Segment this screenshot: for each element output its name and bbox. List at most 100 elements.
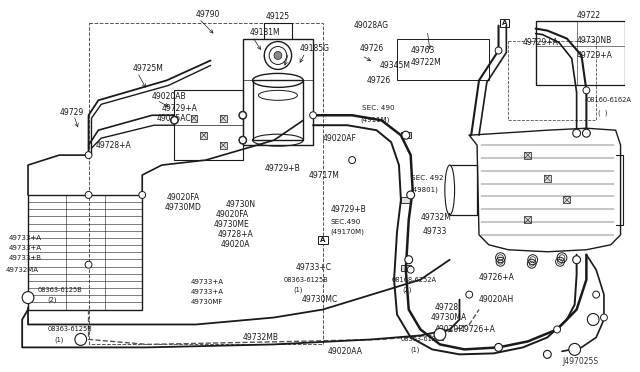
Text: 49729+A: 49729+A [523,38,559,47]
Bar [88,23,323,344]
Text: (49170M): (49170M) [331,228,365,235]
Text: 08363-6125B: 08363-6125B [47,327,92,333]
Circle shape [402,131,410,139]
Text: 49732MB: 49732MB [243,333,279,342]
Text: 49729+B: 49729+B [264,164,300,173]
Circle shape [405,256,413,264]
Text: (1): (1) [294,286,303,293]
Text: 49181M: 49181M [250,28,280,37]
Circle shape [588,314,599,326]
Text: 49728+A: 49728+A [218,230,253,239]
Text: 49020AF: 49020AF [323,134,356,143]
Text: (1): (1) [411,346,420,353]
Bar [524,217,531,223]
Circle shape [239,111,246,119]
Circle shape [274,51,282,60]
Text: 49728+A: 49728+A [95,141,131,150]
Text: SEC. 492: SEC. 492 [411,175,444,181]
Circle shape [466,291,473,298]
Text: 49730NB: 49730NB [577,36,612,45]
Text: 49020A: 49020A [220,240,250,249]
Text: 49726+A: 49726+A [460,325,495,334]
Text: SEC. 490: SEC. 490 [362,105,394,111]
Text: (49801): (49801) [411,187,438,193]
Circle shape [600,314,607,321]
Circle shape [239,137,246,144]
Text: 49020FA: 49020FA [166,193,200,202]
Text: 49726: 49726 [367,76,391,85]
Text: 49020FA: 49020FA [216,211,248,219]
Bar [191,115,197,122]
Bar [536,20,625,86]
Text: J497025S: J497025S [562,357,598,366]
Text: (2): (2) [403,286,412,293]
Bar [401,265,411,271]
Text: 49020AA: 49020AA [328,347,363,356]
Circle shape [495,344,502,351]
Circle shape [85,261,92,268]
Circle shape [171,117,178,124]
Text: 49729+A: 49729+A [162,104,198,113]
Bar [499,19,509,26]
Text: 49733+A: 49733+A [8,235,42,241]
Text: A: A [502,20,507,26]
Bar [253,80,303,140]
Circle shape [593,291,600,298]
Text: 49020F: 49020F [435,325,464,334]
Circle shape [139,192,146,198]
Bar [401,132,411,138]
Circle shape [583,87,590,94]
Circle shape [495,47,502,54]
Circle shape [582,129,590,137]
Text: 08363-6125B: 08363-6125B [284,277,328,283]
Circle shape [22,292,34,304]
Text: 49125: 49125 [265,12,289,21]
Text: 49726: 49726 [360,44,384,53]
Circle shape [569,343,580,355]
Text: S: S [573,347,577,352]
Circle shape [75,333,86,346]
Text: 49726+A: 49726+A [479,273,515,282]
Text: 49732MA: 49732MA [6,267,38,273]
Circle shape [407,192,414,198]
Text: 49730N: 49730N [225,201,255,209]
Bar [563,196,570,203]
Text: S: S [26,295,30,300]
Circle shape [85,192,92,198]
Text: 08168-6252A: 08168-6252A [391,277,436,283]
Text: 49345M: 49345M [380,61,410,70]
Text: 08363-6125B: 08363-6125B [401,336,445,342]
Bar [401,197,411,203]
Circle shape [310,112,316,119]
Text: S: S [591,317,595,322]
Text: 49020AH: 49020AH [479,295,515,304]
Text: 08160-6162A: 08160-6162A [586,97,631,103]
Text: SEC.490: SEC.490 [331,219,361,225]
Text: (4911M): (4911M) [360,116,389,122]
Circle shape [573,129,580,137]
Circle shape [170,116,179,124]
Bar [318,236,328,244]
Circle shape [349,157,356,164]
Text: 49730MC: 49730MC [301,295,337,304]
Text: 49722M: 49722M [411,58,442,67]
Circle shape [407,191,415,199]
Text: (2): (2) [47,296,57,303]
Text: 49028AG: 49028AG [354,21,389,30]
Text: 49730MA: 49730MA [430,313,467,322]
Text: 49729: 49729 [60,108,83,117]
Text: 08363-6125B: 08363-6125B [38,286,83,293]
Circle shape [407,266,414,273]
Circle shape [573,256,580,264]
Text: (1): (1) [54,336,64,343]
Circle shape [239,112,246,119]
Text: 49717M: 49717M [308,170,339,180]
Text: A: A [320,237,326,243]
Circle shape [85,152,92,158]
Circle shape [495,343,502,352]
Text: (  ): ( ) [598,109,607,116]
Circle shape [239,136,246,144]
Text: 49020AB: 49020AB [152,92,187,101]
Text: 49733+B: 49733+B [8,255,42,261]
Text: S: S [438,332,442,337]
